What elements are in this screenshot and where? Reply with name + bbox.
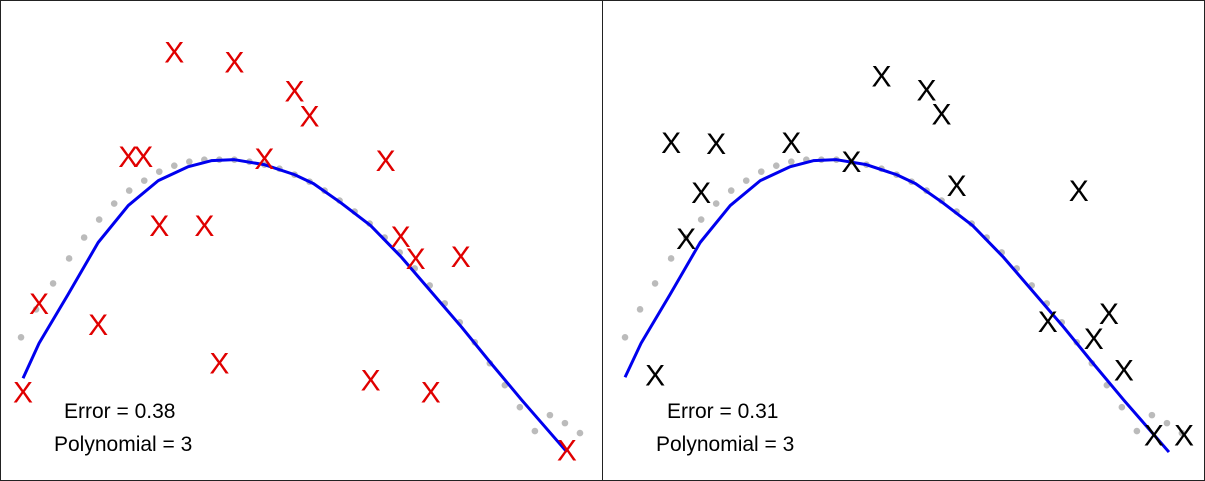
true-curve-dot: [80, 234, 88, 241]
data-point-marker: X: [947, 170, 967, 203]
true-curve-dot: [170, 162, 178, 169]
true-curve-dot: [125, 187, 133, 194]
true-curve-dot: [65, 255, 73, 262]
data-point-marker: X: [645, 360, 665, 393]
fit-curve-line: [623, 158, 1171, 454]
true-curve-dot: [788, 158, 795, 165]
true-curve-dot: [1133, 427, 1141, 435]
true-curve-dot: [576, 429, 584, 437]
true-curve-dot: [95, 216, 103, 223]
data-point-marker: X: [661, 127, 681, 160]
true-curve-dot: [1163, 419, 1171, 427]
data-point-marker: X: [676, 223, 696, 256]
data-point-marker: X: [1084, 323, 1104, 356]
true-curve-dot: [155, 168, 163, 175]
data-point-marker: X: [164, 36, 184, 69]
true-curve-dot: [757, 168, 765, 175]
true-curve-dot: [110, 200, 118, 207]
true-curve-dot: [1118, 403, 1126, 411]
data-point-marker: X: [300, 100, 320, 133]
data-point-marker: X: [1174, 420, 1194, 453]
data-point-marker: X: [284, 75, 304, 108]
true-curve-dot: [1178, 429, 1186, 437]
data-point-marker: X: [133, 141, 153, 174]
data-point-marker: X: [557, 435, 577, 468]
left-polynomial-label: Polynomial = 3: [54, 433, 193, 456]
left-error-label: Error = 0.38: [64, 400, 176, 423]
true-curve-dot: [667, 255, 675, 262]
data-point-marker: X: [932, 98, 952, 131]
data-point-marker: X: [224, 46, 244, 79]
data-point-marker: X: [706, 128, 726, 161]
right-error-label: Error = 0.31: [667, 400, 779, 423]
data-point-marker: X: [451, 241, 471, 274]
true-curve-dot: [742, 177, 750, 184]
data-point-marker: X: [421, 377, 441, 410]
data-point-marker: X: [13, 377, 33, 410]
data-point-marker: X: [406, 243, 426, 276]
data-point-marker: X: [118, 141, 138, 174]
data-point-marker: X: [1099, 298, 1119, 331]
data-point-marker: X: [29, 288, 49, 321]
data-point-marker: X: [1038, 306, 1058, 339]
data-point-marker: X: [194, 210, 214, 243]
true-curve-dot: [621, 333, 629, 341]
true-curve-dot: [636, 306, 644, 313]
true-curve-dot: [546, 411, 554, 419]
data-point-marker: X: [841, 146, 861, 179]
true-curve-dot: [651, 280, 659, 287]
true-curve-dot: [772, 162, 780, 169]
data-point-marker: X: [254, 143, 274, 176]
fit-curve-line: [21, 158, 569, 454]
true-curve-dot: [712, 200, 720, 207]
data-point-marker: X: [691, 177, 711, 210]
data-point-marker: X: [361, 365, 381, 398]
data-point-marker: X: [209, 348, 229, 381]
true-curve-dot: [186, 158, 193, 165]
data-point-marker: X: [391, 221, 411, 254]
data-point-marker: X: [917, 74, 937, 107]
data-point-marker: X: [871, 60, 891, 93]
true-curve-dot: [682, 234, 690, 241]
true-curve-dot: [1148, 411, 1156, 419]
true-curve-dot: [17, 333, 25, 341]
data-point-marker: X: [781, 127, 801, 160]
data-point-marker: X: [88, 309, 108, 342]
true-curve-dot: [531, 427, 539, 435]
true-curve-dot: [32, 306, 40, 313]
data-point-marker: X: [1144, 420, 1164, 453]
true-curve-dot: [561, 419, 569, 427]
true-curve-dot: [516, 403, 524, 411]
true-curve-dot: [140, 177, 148, 184]
data-point-marker: X: [1069, 175, 1089, 208]
true-curve-dot: [49, 280, 57, 287]
data-point-marker: X: [149, 210, 169, 243]
true-curve-dot: [697, 216, 705, 223]
right-polynomial-label: Polynomial = 3: [656, 433, 795, 456]
data-point-marker: X: [376, 145, 396, 178]
data-point-marker: X: [1114, 355, 1134, 388]
true-curve-dot: [727, 187, 735, 194]
